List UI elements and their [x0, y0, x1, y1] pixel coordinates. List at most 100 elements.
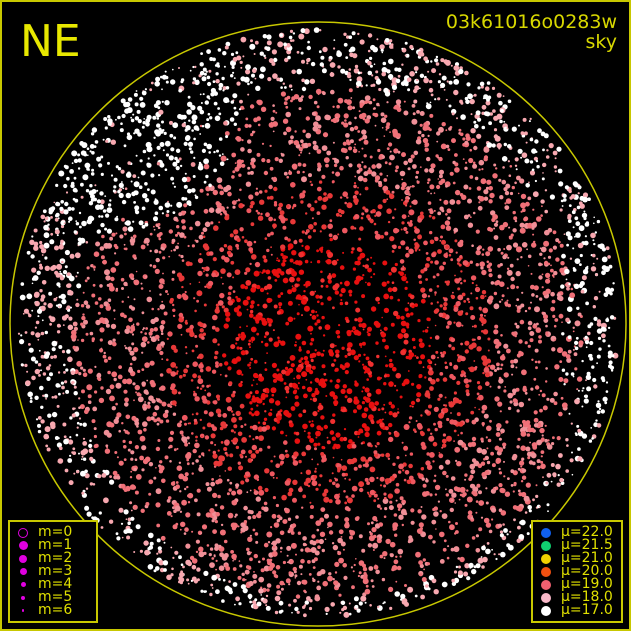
- star: [187, 244, 190, 248]
- star: [458, 565, 461, 569]
- star: [539, 252, 543, 256]
- star: [344, 370, 349, 375]
- star: [539, 297, 543, 301]
- star: [320, 415, 325, 420]
- star: [353, 596, 359, 602]
- star: [17, 332, 21, 335]
- star: [221, 153, 224, 156]
- star: [218, 154, 222, 157]
- star: [227, 466, 232, 471]
- star: [463, 571, 469, 577]
- star: [226, 206, 229, 209]
- star: [524, 391, 528, 395]
- star: [387, 457, 391, 460]
- star: [578, 283, 584, 289]
- star: [416, 180, 420, 184]
- star: [80, 143, 84, 146]
- star: [214, 543, 219, 548]
- star: [384, 161, 388, 165]
- star: [271, 426, 276, 431]
- star: [316, 149, 322, 154]
- star: [270, 231, 274, 236]
- star: [78, 417, 82, 420]
- star: [411, 382, 415, 386]
- star: [587, 324, 592, 329]
- star: [132, 323, 135, 326]
- star: [445, 493, 449, 497]
- star: [552, 436, 555, 440]
- star: [31, 235, 34, 238]
- star: [477, 557, 484, 564]
- star: [265, 212, 270, 218]
- star: [105, 139, 109, 143]
- star: [141, 224, 146, 229]
- star: [325, 163, 329, 168]
- star: [364, 118, 370, 124]
- star: [264, 237, 268, 240]
- star: [309, 501, 312, 504]
- star: [353, 398, 360, 405]
- star: [135, 154, 138, 157]
- star: [118, 182, 124, 188]
- star: [502, 95, 505, 97]
- star: [299, 192, 306, 199]
- star: [521, 152, 528, 158]
- star: [96, 156, 102, 162]
- star: [500, 488, 506, 494]
- star: [446, 417, 450, 422]
- star: [199, 133, 202, 135]
- star: [457, 262, 460, 265]
- star: [440, 178, 446, 184]
- star: [164, 140, 171, 147]
- star: [114, 217, 119, 222]
- star: [439, 559, 445, 564]
- star: [144, 198, 150, 203]
- star: [417, 274, 422, 279]
- star: [265, 594, 269, 598]
- star: [293, 451, 299, 458]
- star: [507, 99, 512, 104]
- star: [35, 320, 40, 325]
- star: [279, 530, 285, 536]
- star: [122, 226, 128, 232]
- star: [249, 262, 252, 266]
- star: [367, 282, 371, 287]
- star: [320, 250, 323, 253]
- star: [78, 372, 82, 376]
- star: [279, 210, 285, 216]
- star: [310, 207, 315, 212]
- star: [232, 567, 237, 571]
- star: [203, 410, 208, 415]
- star: [263, 501, 268, 506]
- star: [142, 327, 145, 330]
- star: [191, 530, 194, 533]
- star: [134, 458, 138, 462]
- star: [429, 101, 432, 104]
- star: [181, 219, 186, 224]
- star: [501, 298, 503, 301]
- star: [186, 578, 190, 582]
- star: [362, 264, 365, 267]
- star: [501, 156, 508, 162]
- star: [235, 410, 241, 417]
- star: [302, 536, 307, 541]
- star: [403, 478, 407, 482]
- star: [170, 344, 177, 351]
- star: [421, 293, 427, 299]
- star: [560, 396, 564, 400]
- star: [484, 86, 490, 91]
- star: [51, 264, 57, 270]
- star: [367, 522, 370, 526]
- star: [315, 88, 322, 95]
- star: [206, 422, 212, 428]
- star: [362, 563, 366, 568]
- star: [146, 243, 149, 246]
- star: [138, 185, 143, 189]
- star: [196, 386, 199, 389]
- star: [529, 170, 536, 176]
- star: [192, 114, 195, 116]
- star: [362, 567, 368, 572]
- star: [305, 116, 310, 121]
- star: [405, 187, 408, 190]
- star: [225, 135, 229, 139]
